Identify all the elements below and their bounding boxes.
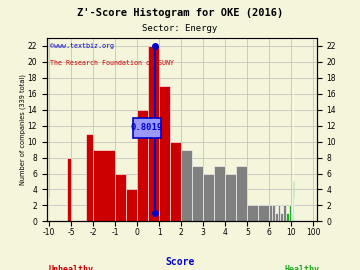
Text: The Research Foundation of SUNY: The Research Foundation of SUNY xyxy=(50,60,174,66)
Bar xyxy=(269,205,272,221)
Bar xyxy=(133,118,161,138)
Bar xyxy=(286,213,289,221)
Bar xyxy=(203,174,214,221)
Text: Score: Score xyxy=(165,257,195,267)
Bar xyxy=(247,205,258,221)
Bar xyxy=(137,110,148,221)
Bar xyxy=(283,205,286,221)
Bar xyxy=(237,166,247,221)
Bar xyxy=(225,174,237,221)
Bar xyxy=(67,157,71,221)
Bar xyxy=(181,150,192,221)
Bar xyxy=(275,213,278,221)
Bar xyxy=(93,150,115,221)
Bar xyxy=(280,213,283,221)
Text: Sector: Energy: Sector: Energy xyxy=(142,24,218,33)
Bar xyxy=(148,46,159,221)
Bar xyxy=(272,205,275,221)
Bar xyxy=(115,174,126,221)
Bar xyxy=(126,190,137,221)
Bar xyxy=(192,166,203,221)
Bar xyxy=(289,205,292,221)
Bar xyxy=(170,141,181,221)
Text: 0.8019: 0.8019 xyxy=(131,123,163,132)
Bar xyxy=(258,205,269,221)
Bar xyxy=(278,205,280,221)
Y-axis label: Number of companies (339 total): Number of companies (339 total) xyxy=(19,74,26,185)
Bar xyxy=(86,134,93,221)
Bar xyxy=(159,86,170,221)
Bar xyxy=(214,166,225,221)
Text: Unhealthy: Unhealthy xyxy=(49,265,94,270)
Text: ©www.textbiz.org: ©www.textbiz.org xyxy=(50,43,113,49)
Text: Z'-Score Histogram for OKE (2016): Z'-Score Histogram for OKE (2016) xyxy=(77,8,283,18)
Text: Healthy: Healthy xyxy=(285,265,320,270)
